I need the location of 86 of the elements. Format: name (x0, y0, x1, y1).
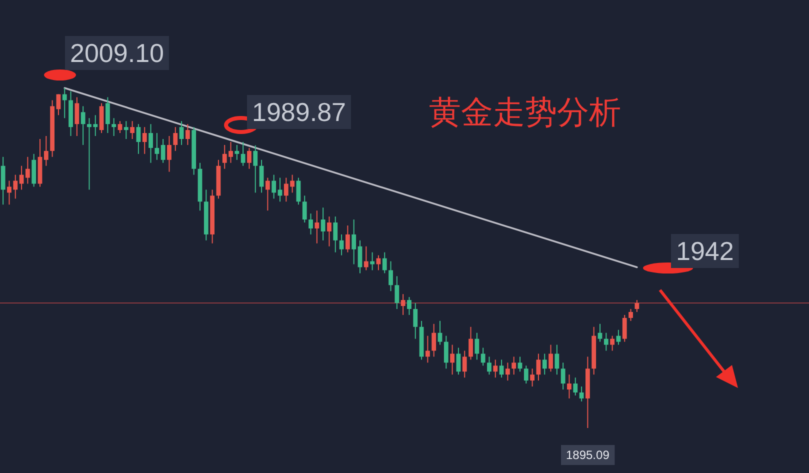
candlestick (234, 144, 240, 160)
candlestick (610, 335, 615, 352)
candlestick (160, 138, 166, 164)
candlestick (425, 335, 430, 364)
candlestick (604, 332, 608, 352)
annotation: 1942 (643, 234, 739, 274)
candlestick (536, 353, 541, 382)
candlestick (339, 234, 344, 256)
candlestick (382, 252, 387, 274)
candlestick (499, 359, 504, 378)
candlestick (438, 320, 442, 346)
candlestick (308, 213, 313, 235)
candlestick (327, 216, 332, 247)
candlestick (444, 335, 448, 370)
candlestick (573, 377, 578, 396)
annotation: 2009.10 (44, 36, 169, 80)
candlestick (474, 332, 480, 360)
candlestick (450, 344, 455, 376)
candlestick (554, 344, 560, 376)
candlestick (616, 329, 621, 346)
candlestick (320, 207, 326, 241)
candlestick (487, 356, 492, 376)
candlestick (240, 141, 246, 166)
candlestick (99, 102, 104, 134)
candlestick (560, 362, 566, 390)
candlestick (493, 359, 498, 378)
candlestick (505, 362, 510, 382)
candlestick (524, 365, 528, 384)
candlestick (278, 177, 282, 202)
annotation: 1895.09 (561, 445, 615, 465)
candlestick (512, 356, 516, 376)
candlestick (167, 136, 172, 172)
candlestick (185, 124, 190, 146)
candlestick (345, 224, 350, 253)
candlestick (456, 347, 461, 376)
candlestick (394, 276, 400, 310)
candlestick (44, 136, 48, 166)
candlestick (400, 294, 406, 316)
candlestick (518, 356, 522, 372)
candlestick (130, 120, 135, 140)
candlestick (628, 308, 633, 322)
candlestick (148, 124, 153, 164)
candlestick (154, 132, 160, 160)
candlestick (296, 177, 301, 206)
candlestick (548, 344, 553, 372)
candlestick (80, 106, 86, 146)
candlestick (579, 386, 584, 402)
candlestick (468, 326, 473, 360)
candlestick (407, 296, 412, 316)
candlestick (179, 120, 184, 146)
candlestick (62, 88, 67, 119)
candlestick (530, 368, 535, 388)
candlestick (567, 374, 572, 399)
title: 黄金走势分析 (429, 93, 621, 131)
candlestick (542, 353, 547, 376)
candlestick (0, 156, 6, 206)
candlestick (302, 195, 307, 223)
candlestick (105, 96, 110, 134)
candlestick (74, 96, 80, 137)
candlestick (112, 118, 116, 137)
candlestick (432, 323, 436, 358)
candlestick (622, 314, 627, 342)
candlestick (634, 300, 640, 312)
candlestick (124, 120, 128, 140)
candlestick (388, 260, 393, 292)
candlestick (413, 302, 418, 340)
candlestick (462, 350, 467, 378)
candlestick (253, 144, 258, 194)
annotation: 1989.87 (224, 95, 351, 134)
candlestick (118, 120, 122, 134)
candlestick (272, 174, 276, 200)
candlestick (136, 124, 141, 154)
candlestick (333, 216, 338, 253)
candlestick (598, 323, 602, 342)
candlestick (352, 219, 356, 265)
candlestick (364, 246, 368, 271)
annotation: 1895.09 (566, 448, 610, 462)
candlestick (247, 147, 252, 170)
candlestick (173, 126, 178, 152)
candlestick (265, 177, 270, 212)
candlestick (25, 156, 30, 184)
annotation: 1989.87 (252, 97, 346, 127)
candlestick (142, 126, 147, 154)
candlestick (32, 153, 36, 188)
candlestick (314, 210, 320, 244)
candlestick (480, 347, 486, 366)
